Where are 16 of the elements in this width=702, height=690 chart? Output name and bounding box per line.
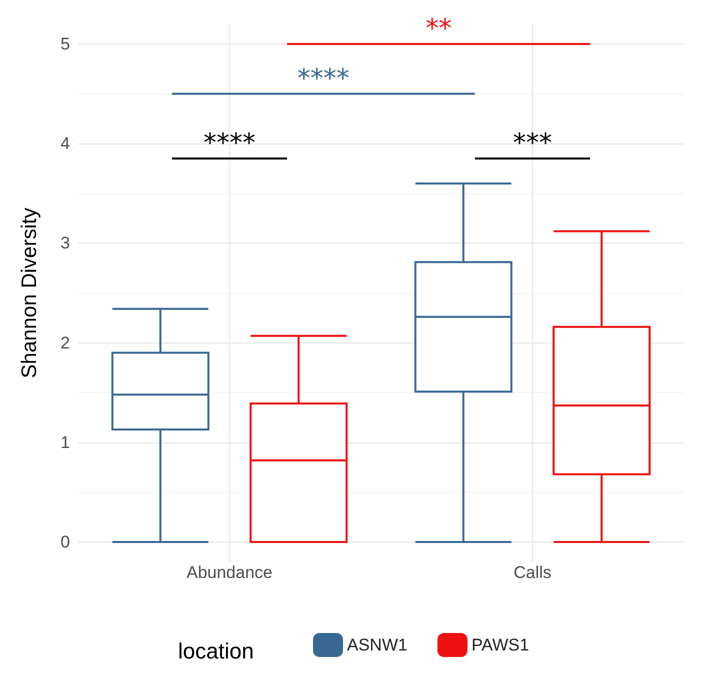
x-tick-label: Calls [514, 563, 552, 582]
legend-label: PAWS1 [471, 636, 530, 654]
annotation: **** [204, 128, 256, 159]
y-tick-label: 5 [60, 34, 70, 54]
legend-title: location [178, 638, 254, 664]
annotation: *** [513, 128, 552, 159]
x-tick-label: Abundance [186, 563, 273, 582]
annotation: **** [297, 64, 350, 94]
y-tick-label: 1 [60, 432, 70, 452]
y-tick-label: 3 [60, 234, 70, 253]
y-tick-label: 4 [60, 134, 70, 154]
y-axis-title: Shannon Diversity [18, 207, 41, 378]
y-tick-label: 0 [60, 532, 70, 552]
text: ** [426, 14, 452, 44]
legend-label: ASNW1 [347, 636, 408, 654]
y-tick-label: 2 [60, 333, 70, 352]
